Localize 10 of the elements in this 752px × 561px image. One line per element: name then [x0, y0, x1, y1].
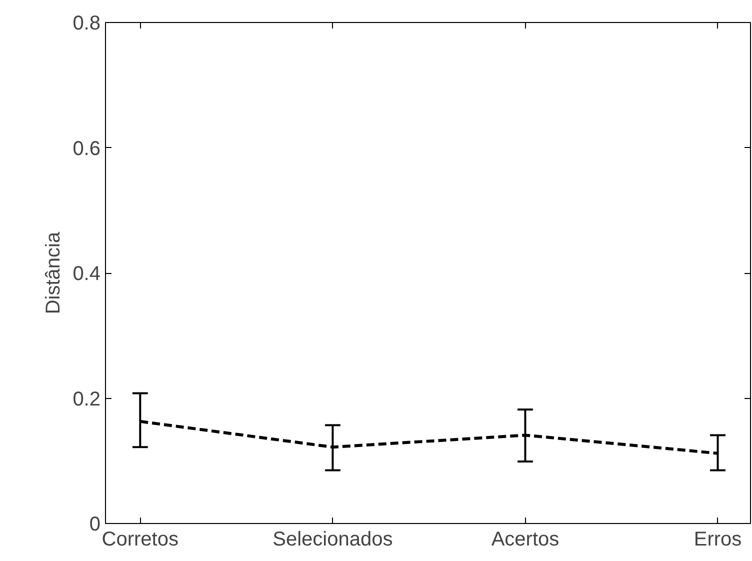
y-tick-label: 0.6 [72, 138, 101, 160]
x-tick-label: Selecionados [272, 528, 393, 550]
y-tick-label: 0 [89, 514, 100, 536]
x-tick-label: Acertos [491, 528, 560, 550]
x-tick-label: Erros [694, 528, 742, 550]
y-tick-label: 0.2 [72, 388, 101, 410]
x-tick-label: Corretos [102, 528, 179, 550]
y-tick-label: 0.4 [72, 263, 101, 285]
y-axis-title: Distância [42, 230, 65, 314]
y-tick-label: 0.8 [72, 12, 101, 34]
